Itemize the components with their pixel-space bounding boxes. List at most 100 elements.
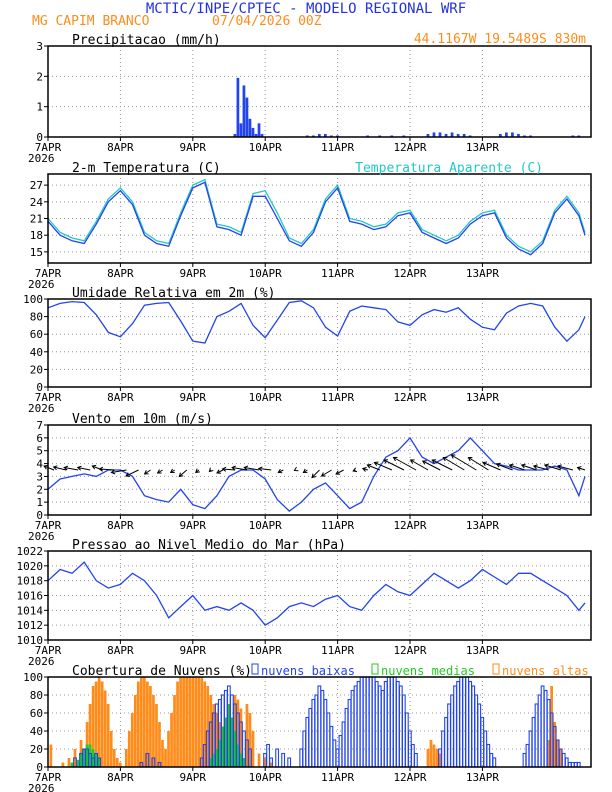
clouds-ytick-label: 0 (36, 761, 43, 774)
wind-arrow (222, 468, 236, 471)
cloud-legend-label: nuvens altas (502, 664, 589, 678)
clouds-bar (401, 694, 406, 768)
clouds-bar (269, 762, 273, 767)
clouds-bar (191, 677, 195, 767)
clouds-bar (561, 752, 566, 768)
temp-xtick-label: 7APR (35, 267, 62, 280)
wind-ytick-label: 1 (36, 496, 43, 509)
temp-panel (44, 173, 592, 267)
wind-series-line (47, 436, 586, 512)
precip-bar (426, 133, 430, 137)
cloud-legend-swatch (371, 663, 379, 675)
wind-arrow (77, 467, 91, 471)
clouds-xtick-label: 13APR (466, 771, 499, 784)
pressure-ytick-label: 1016 (17, 590, 44, 603)
clouds-bar (161, 740, 164, 767)
wind-arrow-head (277, 468, 283, 474)
precip-bar (239, 123, 243, 137)
cloud-legend-swatch (251, 663, 259, 675)
clouds-bar (155, 704, 158, 767)
clouds-bar (67, 758, 71, 767)
clouds-bar (410, 743, 415, 768)
clouds-bar (338, 734, 343, 768)
pressure-xtick-label: 10APR (249, 644, 282, 657)
header-title: MCTIC/INPE/CPTEC - MODELO REGIONAL WRF (146, 1, 466, 17)
pressure-xtick-label: 11APR (321, 644, 354, 657)
wind-arrow (422, 460, 441, 471)
precip-bar (462, 133, 466, 137)
clouds-bar (528, 730, 533, 768)
precip-xtick-label: 9APR (180, 141, 207, 154)
temp-frame (47, 173, 592, 264)
header-coords: 44.1167W 19.5489S 830m (414, 32, 586, 47)
clouds-bar (483, 730, 488, 768)
wind-arrow-head (257, 466, 263, 472)
clouds-bar (136, 681, 140, 767)
clouds-panel (44, 663, 592, 771)
precip-bar (233, 133, 237, 137)
clouds-bar (447, 703, 451, 768)
pressure-ytick-label: 1010 (17, 634, 44, 647)
rh-ytick-label: 80 (30, 311, 43, 324)
wind-arrow-head (409, 459, 415, 464)
clouds-bar (344, 707, 349, 768)
clouds-bar (221, 726, 225, 767)
wind-arrow (496, 463, 513, 471)
wind-xtick-label: 12APR (393, 519, 426, 532)
wind-arrow (443, 457, 465, 471)
rh-xtick-label: 11APR (321, 391, 354, 404)
precip-bar (245, 97, 249, 137)
precip-bar (444, 133, 448, 137)
wind-arrow-head (63, 465, 69, 471)
pressure-ytick-label: 1020 (17, 560, 44, 573)
rh-xtick-label: 10APR (249, 391, 282, 404)
wind-arrow-head (576, 466, 582, 471)
clouds-bar (477, 703, 482, 768)
wind-arrow-head (361, 467, 367, 472)
clouds-ytick-label: 40 (30, 725, 43, 738)
wind-arrow-head (208, 467, 214, 473)
clouds-bar (317, 685, 322, 768)
clouds-bar (395, 680, 400, 768)
rh-xtick-label: 12APR (393, 391, 426, 404)
precip-bar (505, 132, 508, 137)
clouds-bar (386, 676, 391, 768)
clouds-bar (492, 757, 497, 768)
wind-arrow-head (52, 465, 58, 471)
clouds-bar (236, 699, 240, 767)
precip-bar (498, 133, 502, 137)
clouds-ytick-label: 80 (30, 689, 43, 702)
wind-arrow (451, 454, 477, 471)
precip-ytick-label: 1 (36, 101, 43, 114)
wind-xtick-label: 8APR (107, 519, 134, 532)
precip-bar (311, 135, 315, 137)
temp-ytick-label: 24 (30, 196, 44, 209)
pressure-ytick-label: 1012 (17, 619, 44, 632)
wind-arrow (544, 464, 561, 471)
clouds-bar (179, 677, 182, 767)
wind-frame (47, 424, 592, 516)
clouds-bar (194, 677, 198, 767)
rh-panel (44, 298, 592, 391)
precip-bar (248, 118, 252, 137)
clouds-bar (143, 677, 146, 767)
temp-year-label: 2026 (28, 278, 55, 291)
clouds-bar (329, 725, 334, 768)
rh-year-label: 2026 (28, 402, 55, 415)
wind-arrow-head (352, 467, 358, 473)
clouds-bar (263, 758, 267, 767)
clouds-bar (94, 753, 98, 767)
clouds-bar (239, 708, 243, 767)
clouds-bar (429, 740, 433, 767)
clouds-bar (553, 722, 557, 767)
precip-bar (257, 123, 261, 137)
clouds-bar (61, 762, 65, 767)
clouds-bar (173, 695, 176, 767)
header-location: MG CAPIM BRANCO (32, 14, 150, 29)
wind-arrow (125, 469, 139, 477)
clouds-bar (130, 713, 134, 767)
wind-title: Vento em 10m (m/s) (72, 412, 213, 427)
wind-xtick-label: 10APR (249, 519, 282, 532)
wind-arrow-head (125, 472, 131, 477)
